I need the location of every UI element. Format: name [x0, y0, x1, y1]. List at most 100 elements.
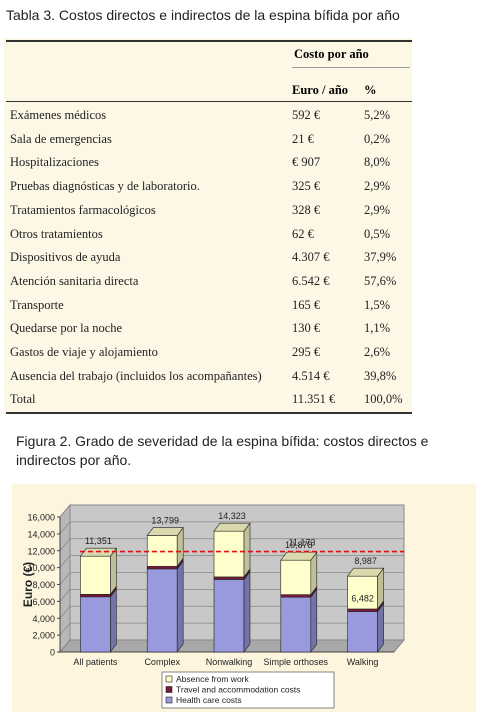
- y-tick-label: 14,000: [27, 529, 55, 539]
- row-label: Sala de emergencias: [10, 131, 112, 146]
- row-label: Gastos de viaje y alojamiento: [10, 345, 158, 359]
- row-euro: 11.351 €: [292, 392, 336, 407]
- y-tick-label: 10,000: [27, 563, 55, 573]
- bar-segment: [80, 555, 111, 595]
- stacked-bar-chart: 0 2,000 4,000 6,000 8,000 10,000 12,000 14,000 1…: [21, 503, 406, 709]
- y-tick-label: 12,000: [27, 546, 55, 556]
- row-euro: 21 €: [292, 131, 314, 146]
- row-percent: 39,8%: [364, 368, 397, 383]
- row-percent: 5,2%: [364, 108, 391, 122]
- row-euro: 295 €: [292, 345, 321, 359]
- bar-segment: [213, 530, 245, 578]
- bar-segment: [280, 594, 312, 598]
- annotation-label: 11,173: [289, 538, 316, 548]
- table-row: Pruebas diagnósticas y de laboratorio. 32…: [4, 175, 412, 198]
- column-header-euro: Euro / año: [292, 83, 349, 97]
- total-label: 11,351: [85, 536, 112, 546]
- category-label: Nonwalking: [206, 657, 253, 667]
- category-label: Complex: [144, 657, 180, 667]
- table-top-rule: [6, 40, 412, 42]
- bar-segment: [347, 608, 378, 612]
- bar-top: [146, 527, 184, 536]
- row-label: Pruebas diagnósticas y de laboratorio.: [10, 179, 200, 194]
- bar-segment: [146, 568, 178, 653]
- table-row: Gastos de viaje y alojamiento 295 € 2,6%: [4, 341, 412, 364]
- y-tick-label: 16,000: [27, 513, 55, 523]
- legend-swatch: [165, 675, 173, 683]
- bar-segment: [280, 559, 312, 595]
- row-label: Tratamientos farmacológicos: [10, 202, 156, 217]
- table-row: Ausencia del trabajo (incluidos los acom…: [4, 365, 412, 388]
- row-percent: 57,6%: [364, 273, 397, 288]
- bar-top: [280, 551, 318, 561]
- row-euro: 165 €: [292, 297, 321, 312]
- bar-segment: [80, 594, 111, 598]
- row-label: Quedarse por la noche: [10, 321, 123, 336]
- gridline: [59, 504, 404, 518]
- row-label: Transporte: [10, 297, 64, 312]
- row-percent: 100,0%: [364, 392, 403, 407]
- bar-segment: [146, 566, 178, 570]
- category-label: All patients: [73, 657, 118, 667]
- table-row: Total 11.351 € 100,0%: [4, 388, 412, 411]
- bar-segment-side: [243, 522, 251, 578]
- bar-segment: [347, 611, 378, 653]
- table-row: Otros tratamientos 62 € 0,5%: [4, 223, 412, 246]
- row-euro: 62 €: [292, 226, 314, 241]
- table-caption: Tabla 3. Costos directos e indirectos de…: [6, 7, 400, 23]
- row-label: Exámenes médicos: [10, 108, 107, 122]
- bar-segment: [280, 596, 312, 653]
- y-tick-label: 2,000: [32, 631, 55, 641]
- row-label: Otros tratamientos: [10, 226, 103, 241]
- table-row: Tratamientos farmacológicos 328 € 2,9%: [4, 199, 412, 222]
- chart-panel: 0 2,000 4,000 6,000 8,000 10,000 12,000 14,000 1…: [12, 484, 476, 712]
- row-percent: 1,1%: [364, 321, 391, 336]
- row-label: Atención sanitaria directa: [10, 273, 139, 288]
- column-header-percent: %: [364, 83, 377, 97]
- bar-segment: [347, 575, 378, 610]
- legend-label: Absence from work: [176, 674, 249, 684]
- table-bottom-rule: [6, 412, 412, 414]
- bar-segment-side: [310, 588, 318, 653]
- table-row: Exámenes médicos 592 € 5,2%: [4, 104, 412, 127]
- row-euro: € 907: [292, 155, 321, 170]
- y-tick-label: 4,000: [32, 614, 55, 624]
- total-label: 8,987: [354, 556, 377, 566]
- row-euro: 592 €: [292, 108, 321, 122]
- row-label: Total: [10, 392, 36, 407]
- bar-segment: [80, 596, 111, 653]
- gridline: [59, 521, 404, 535]
- gridline: [59, 538, 404, 551]
- row-percent: 37,9%: [364, 250, 397, 265]
- y-axis-label: Euro (€): [21, 562, 35, 607]
- row-label: Ausencia del trabajo (incluidos los acom…: [10, 368, 262, 383]
- header-rule: [6, 101, 412, 102]
- row-percent: 0,2%: [364, 131, 391, 146]
- row-euro: 4.307 €: [292, 250, 330, 265]
- legend: [161, 671, 335, 709]
- cost-table: Costo por año Euro / año % Exámenes médi…: [4, 38, 412, 414]
- bar-top: [213, 522, 251, 532]
- y-tick-label: 0: [50, 648, 55, 658]
- row-euro: 6.542 €: [292, 273, 330, 288]
- row-percent: 8,0%: [364, 155, 391, 170]
- annotation-label: 6,482: [351, 593, 374, 603]
- y-tick-label: 6,000: [32, 597, 55, 607]
- row-percent: 2,9%: [364, 202, 391, 217]
- figure-caption: Figura 2. Grado de severidad de la espin…: [16, 433, 429, 468]
- legend-label: Travel and accommodation costs: [176, 685, 300, 695]
- row-euro: 328 €: [292, 202, 321, 217]
- bar-segment-side: [243, 570, 251, 653]
- group-header: Costo por año: [294, 47, 369, 61]
- row-percent: 2,6%: [364, 345, 391, 359]
- bar-top: [347, 567, 385, 577]
- bar-segment: [213, 579, 245, 653]
- group-header-rule: [292, 67, 410, 68]
- row-percent: 2,9%: [364, 179, 391, 194]
- legend-swatch: [165, 696, 173, 704]
- row-percent: 1,5%: [364, 297, 391, 312]
- row-label: Dispositivos de ayuda: [10, 250, 121, 265]
- bar-segment-side: [110, 587, 117, 653]
- bar-segment-side: [176, 559, 184, 653]
- table-row: Dispositivos de ayuda 4.307 € 37,9%: [4, 246, 412, 269]
